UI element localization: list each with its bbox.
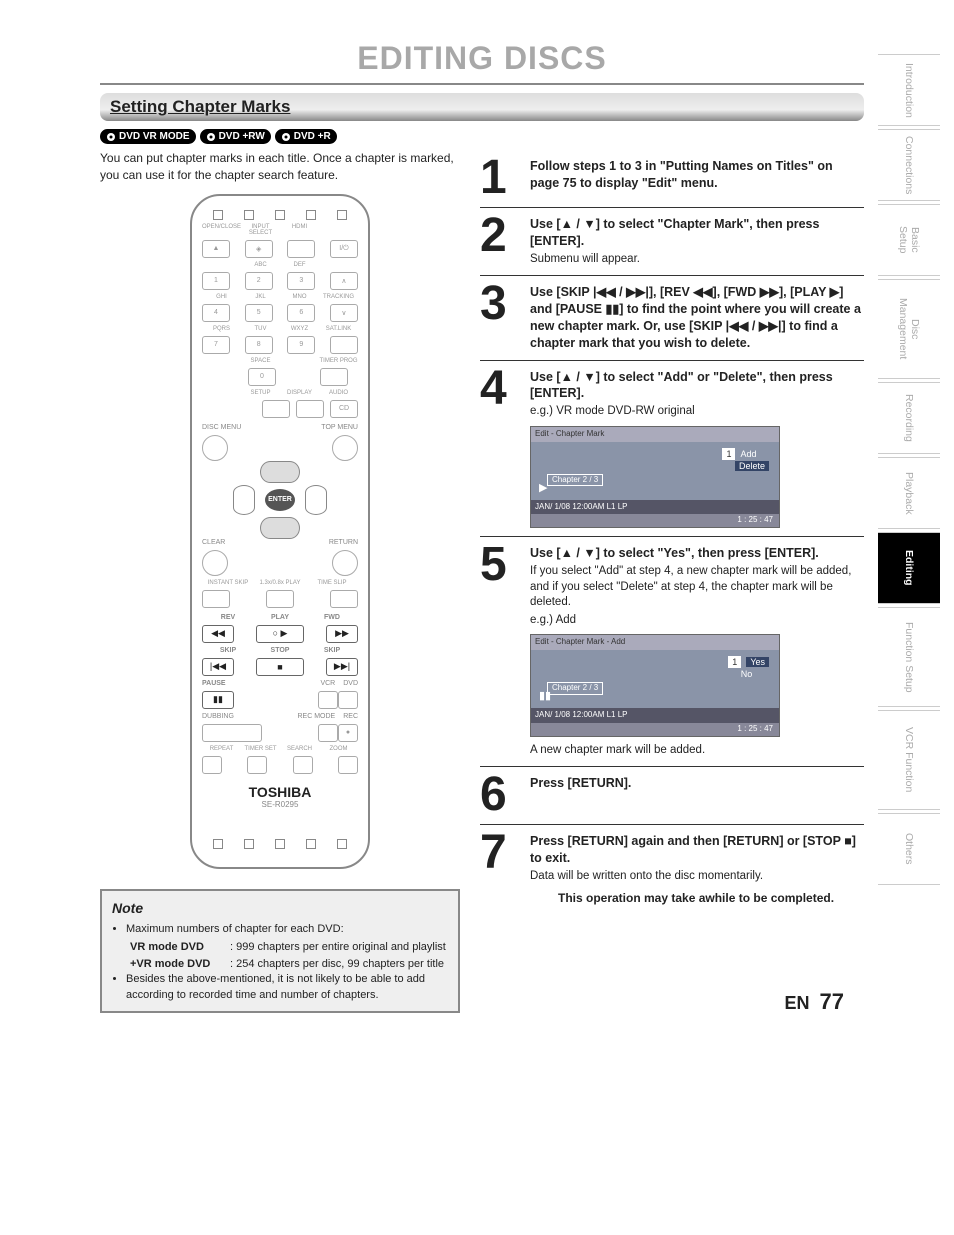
step-4: 4 Use [▲ / ▼] to select "Add" or "Delete… xyxy=(480,361,864,538)
note-item-2: Besides the above-mentioned, it is not l… xyxy=(126,972,448,1003)
screen-chapter-mark: Edit - Chapter Mark 1 Add Delete Chapter… xyxy=(530,426,780,528)
disc-badges: DVD VR MODE DVD +RW DVD +R xyxy=(100,129,864,144)
side-tabs: Introduction Connections Basic Setup Dis… xyxy=(878,54,940,885)
steps-column: 1 Follow steps 1 to 3 in "Putting Names … xyxy=(480,150,864,1013)
badge-dvd-vr: DVD VR MODE xyxy=(100,129,196,144)
step-3: 3 Use [SKIP |◀◀ / ▶▶|], [REV ◀◀], [FWD ▶… xyxy=(480,276,864,361)
page-title: EDITING DISCS xyxy=(100,40,864,85)
play-button: ○ ▶ xyxy=(256,625,304,643)
step-7: 7 Press [RETURN] again and then [RETURN]… xyxy=(480,825,864,914)
intro-text: You can put chapter marks in each title.… xyxy=(100,150,460,184)
tab-recording[interactable]: Recording xyxy=(878,382,940,454)
tab-vcr-function[interactable]: VCR Function xyxy=(878,710,940,810)
step-5: 5 Use [▲ / ▼] to select "Yes", then pres… xyxy=(480,537,864,767)
rev-button: ◀◀ xyxy=(202,625,234,643)
badge-dvd-r: DVD +R xyxy=(275,129,337,144)
skip-fwd-button: ▶▶| xyxy=(326,658,358,676)
remote-brand: TOSHIBA xyxy=(202,784,358,800)
step-1: 1 Follow steps 1 to 3 in "Putting Names … xyxy=(480,150,864,208)
tab-connections[interactable]: Connections xyxy=(878,129,940,201)
note-title: Note xyxy=(112,899,448,919)
section-header: Setting Chapter Marks xyxy=(100,93,864,121)
note-item-1: Maximum numbers of chapter for each DVD:… xyxy=(126,922,448,972)
pause-button: ▮▮ xyxy=(202,691,234,709)
tab-function-setup[interactable]: Function Setup xyxy=(878,607,940,707)
badge-dvd-rw: DVD +RW xyxy=(200,129,271,144)
tab-others[interactable]: Others xyxy=(878,813,940,885)
tab-playback[interactable]: Playback xyxy=(878,457,940,529)
remote-control: OPEN/CLOSEINPUT SELECTHDMI ▲◈I/⏻ ABCDEF … xyxy=(190,194,370,869)
tab-basic-setup[interactable]: Basic Setup xyxy=(878,204,940,276)
remote-model: SE-R0295 xyxy=(202,800,358,809)
section-title: Setting Chapter Marks xyxy=(110,97,290,116)
step-2: 2 Use [▲ / ▼] to select "Chapter Mark", … xyxy=(480,208,864,276)
tab-disc-management[interactable]: Disc Management xyxy=(878,279,940,379)
step-6: 6 Press [RETURN]. xyxy=(480,767,864,825)
left-column: You can put chapter marks in each title.… xyxy=(100,150,460,1013)
manual-page: EDITING DISCS Setting Chapter Marks DVD … xyxy=(0,0,954,1043)
tab-editing[interactable]: Editing xyxy=(878,532,940,604)
fwd-button: ▶▶ xyxy=(326,625,358,643)
screen-chapter-add: Edit - Chapter Mark - Add 1 Yes No Chapt… xyxy=(530,634,780,736)
skip-back-button: |◀◀ xyxy=(202,658,234,676)
tab-introduction[interactable]: Introduction xyxy=(878,54,940,126)
stop-button: ■ xyxy=(256,658,304,676)
page-footer: EN77 xyxy=(785,989,845,1015)
remote-dpad: ENTER xyxy=(235,465,325,535)
note-box: Note Maximum numbers of chapter for each… xyxy=(100,889,460,1014)
